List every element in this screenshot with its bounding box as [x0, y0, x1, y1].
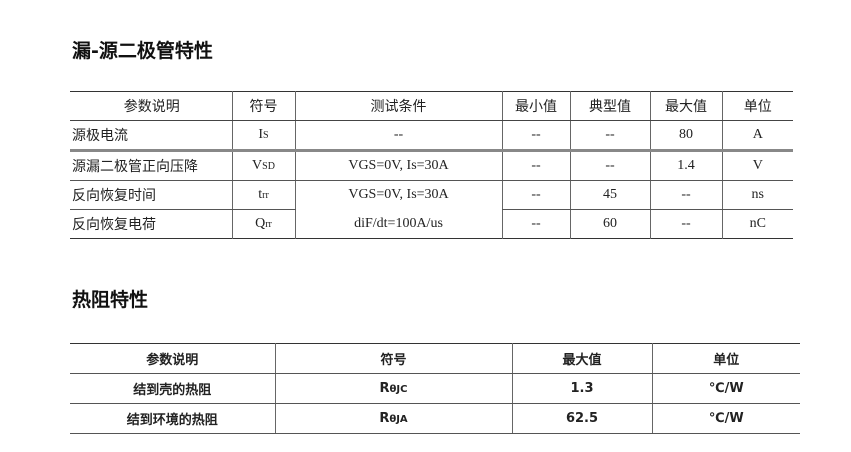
header-cell: 符号 — [274, 343, 512, 374]
table-header-row: 参数说明 符号 测试条件 最小值 典型值 最大值 单位 — [70, 91, 793, 121]
header-cell: 最大值 — [511, 343, 652, 374]
typ-cell: 45 — [569, 180, 650, 210]
unit-cell: nC — [721, 209, 793, 239]
param-cell: 源漏二极管正向压降 — [70, 150, 232, 181]
param-cell: 反向恢复时间 — [70, 180, 232, 210]
max-cell: -- — [649, 180, 722, 210]
table-row: 结到环境的热阻 RθJA 62.5 ℃/W — [70, 403, 800, 434]
max-cell: 80 — [649, 120, 722, 152]
table-row: 反向恢复电荷 Qrr diF/dt=100A/us -- 60 -- nC — [70, 209, 793, 239]
table-row: 结到壳的热阻 RθJC 1.3 ℃/W — [70, 373, 800, 404]
symbol-cell: VSD — [231, 150, 295, 181]
max-cell: -- — [649, 209, 722, 239]
symbol-cell: IS — [231, 120, 295, 152]
header-cell: 单位 — [651, 343, 800, 374]
param-cell: 结到环境的热阻 — [70, 403, 275, 434]
unit-cell: ℃/W — [651, 373, 800, 404]
typ-cell: -- — [569, 150, 650, 181]
unit-cell: ℃/W — [651, 403, 800, 434]
header-cell: 最小值 — [501, 91, 570, 121]
table-row: 反向恢复时间 trr VGS=0V, Is=30A -- 45 -- ns — [70, 180, 793, 210]
max-cell: 62.5 — [511, 403, 652, 434]
min-cell: -- — [501, 180, 570, 210]
table-row: 源漏二极管正向压降 VSD VGS=0V, Is=30A -- -- 1.4 V — [70, 150, 793, 181]
diode-characteristics-table: 参数说明 符号 测试条件 最小值 典型值 最大值 单位 源极电流 IS -- -… — [70, 91, 793, 239]
header-cell: 符号 — [231, 91, 295, 121]
table-header-row: 参数说明 符号 最大值 单位 — [70, 343, 800, 374]
header-cell: 测试条件 — [294, 91, 502, 121]
param-cell: 源极电流 — [70, 120, 232, 152]
max-cell: 1.4 — [649, 150, 722, 181]
typ-cell: -- — [569, 120, 650, 152]
condition-cell: VGS=0V, Is=30A — [294, 180, 502, 210]
param-cell: 结到壳的热阻 — [70, 373, 275, 404]
min-cell: -- — [501, 209, 570, 239]
typ-cell: 60 — [569, 209, 650, 239]
max-cell: 1.3 — [511, 373, 652, 404]
param-cell: 反向恢复电荷 — [72, 218, 156, 233]
section-title-thermal: 热阻特性 — [72, 289, 149, 311]
condition-cell: -- — [294, 120, 502, 152]
table-row: 源极电流 IS -- -- -- 80 A — [70, 120, 793, 152]
min-cell: -- — [501, 120, 570, 152]
thermal-resistance-table: 参数说明 符号 最大值 单位 结到壳的热阻 RθJC 1.3 ℃/W 结到环境的… — [70, 343, 800, 434]
header-cell: 单位 — [721, 91, 793, 121]
condition-cell: VGS=0V, Is=30A — [294, 150, 502, 181]
symbol-cell: RθJA — [274, 403, 512, 434]
symbol-cell: Qrr — [231, 209, 295, 239]
header-cell: 最大值 — [649, 91, 722, 121]
header-cell: 参数说明 — [70, 91, 232, 121]
symbol-cell: RθJC — [274, 373, 512, 404]
header-cell: 典型值 — [569, 91, 650, 121]
section-title-diode: 漏-源二极管特性 — [72, 40, 213, 62]
symbol-cell: trr — [231, 180, 295, 210]
unit-cell: A — [721, 120, 793, 152]
header-cell: 参数说明 — [70, 343, 275, 374]
unit-cell: V — [721, 150, 793, 181]
unit-cell: ns — [721, 180, 793, 210]
condition-cell: diF/dt=100A/us — [294, 209, 502, 239]
min-cell: -- — [501, 150, 570, 181]
